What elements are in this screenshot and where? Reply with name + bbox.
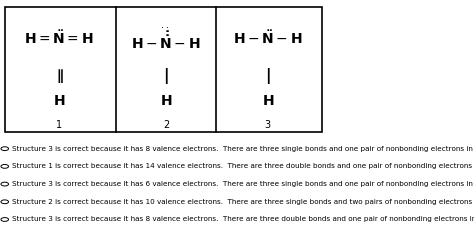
Text: $\mathbf{|}$: $\mathbf{|}$ bbox=[265, 66, 271, 85]
Bar bbox=[5, 7, 322, 132]
Text: $\mathbf{H}$: $\mathbf{H}$ bbox=[160, 94, 172, 109]
Text: Structure 3 is correct because it has 8 valence electrons.  There are three doub: Structure 3 is correct because it has 8 … bbox=[12, 216, 474, 223]
Text: Structure 3 is correct because it has 6 valence electrons.  There are three sing: Structure 3 is correct because it has 6 … bbox=[12, 181, 474, 187]
Text: Structure 3 is correct because it has 8 valence electrons.  There are three sing: Structure 3 is correct because it has 8 … bbox=[12, 146, 474, 152]
Text: $\mathbf{H}-\mathbf{\ddot{N}}-\mathbf{H}$: $\mathbf{H}-\mathbf{\ddot{N}}-\mathbf{H}… bbox=[233, 29, 302, 46]
Text: $\mathbf{\parallel}$: $\mathbf{\parallel}$ bbox=[54, 67, 64, 84]
Text: Structure 1 is correct because it has 14 valence electrons.  There are three dou: Structure 1 is correct because it has 14… bbox=[12, 163, 474, 169]
Text: 3: 3 bbox=[265, 120, 271, 130]
Text: $\mathbf{H}-\overset{..}{\underset{}{\mathbf{\dot{\dot{N}}}}}-\mathbf{H}$: $\mathbf{H}-\overset{..}{\underset{}{\ma… bbox=[131, 26, 201, 49]
Text: $\mathbf{H}$: $\mathbf{H}$ bbox=[53, 94, 65, 109]
Text: $\mathbf{|}$: $\mathbf{|}$ bbox=[163, 66, 169, 85]
Text: 1: 1 bbox=[56, 120, 62, 130]
Text: $\mathbf{H}=\mathbf{\ddot{N}}=\mathbf{H}$: $\mathbf{H}=\mathbf{\ddot{N}}=\mathbf{H}… bbox=[25, 29, 94, 46]
Text: 2: 2 bbox=[163, 120, 169, 130]
Text: $\mathbf{H}$: $\mathbf{H}$ bbox=[262, 94, 274, 109]
Text: Structure 2 is correct because it has 10 valence electrons.  There are three sin: Structure 2 is correct because it has 10… bbox=[12, 199, 474, 205]
